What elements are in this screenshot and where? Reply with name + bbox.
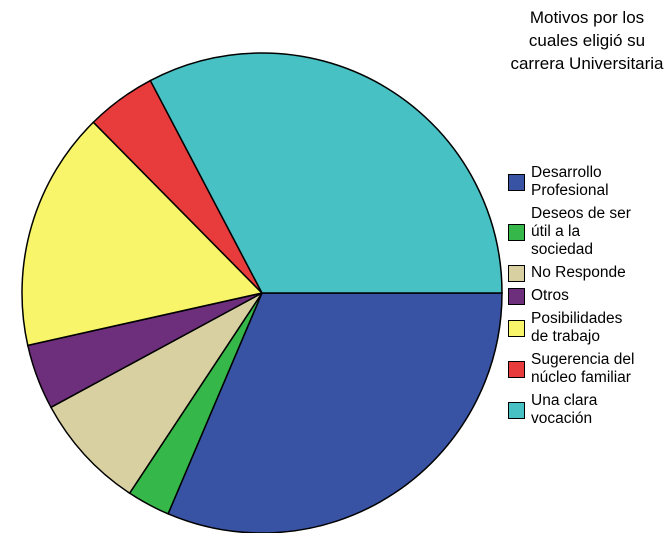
pie-slice	[167, 292, 503, 533]
legend-swatch	[508, 401, 525, 419]
legend: Desarrollo Profesional Deseos de ser útil…	[508, 164, 666, 428]
legend-label: No Responde	[531, 264, 626, 281]
pie-slice	[21, 121, 264, 347]
legend-item: Desarrollo Profesional	[508, 164, 666, 200]
legend-swatch	[508, 319, 525, 337]
legend-item: Otros	[508, 287, 666, 305]
pie-slice	[49, 292, 263, 495]
legend-swatch	[508, 287, 525, 305]
legend-item: Una clara vocación	[508, 392, 666, 428]
legend-swatch	[508, 173, 525, 191]
legend-swatch	[508, 264, 525, 282]
legend-title: Motivos por los cuales eligió su carrera…	[510, 8, 664, 73]
legend-item: No Responde	[508, 264, 666, 282]
legend-label: Deseos de ser útil a la sociedad	[531, 205, 631, 258]
legend-label: Sugerencia del núcleo familiar	[531, 351, 635, 386]
legend-label: Otros	[531, 287, 569, 304]
legend-item: Sugerencia del núcleo familiar	[508, 351, 666, 387]
legend-label: Desarrollo Profesional	[531, 164, 609, 199]
legend-swatch	[508, 360, 525, 378]
legend-item: Deseos de ser útil a la sociedad	[508, 205, 666, 259]
pie-slice	[149, 52, 503, 294]
legend-label: Una clara vocación	[531, 392, 598, 427]
legend-label: Posibilidades de trabajo	[531, 310, 623, 345]
legend-item: Posibilidades de trabajo	[508, 310, 666, 346]
legend-swatch	[508, 223, 525, 241]
